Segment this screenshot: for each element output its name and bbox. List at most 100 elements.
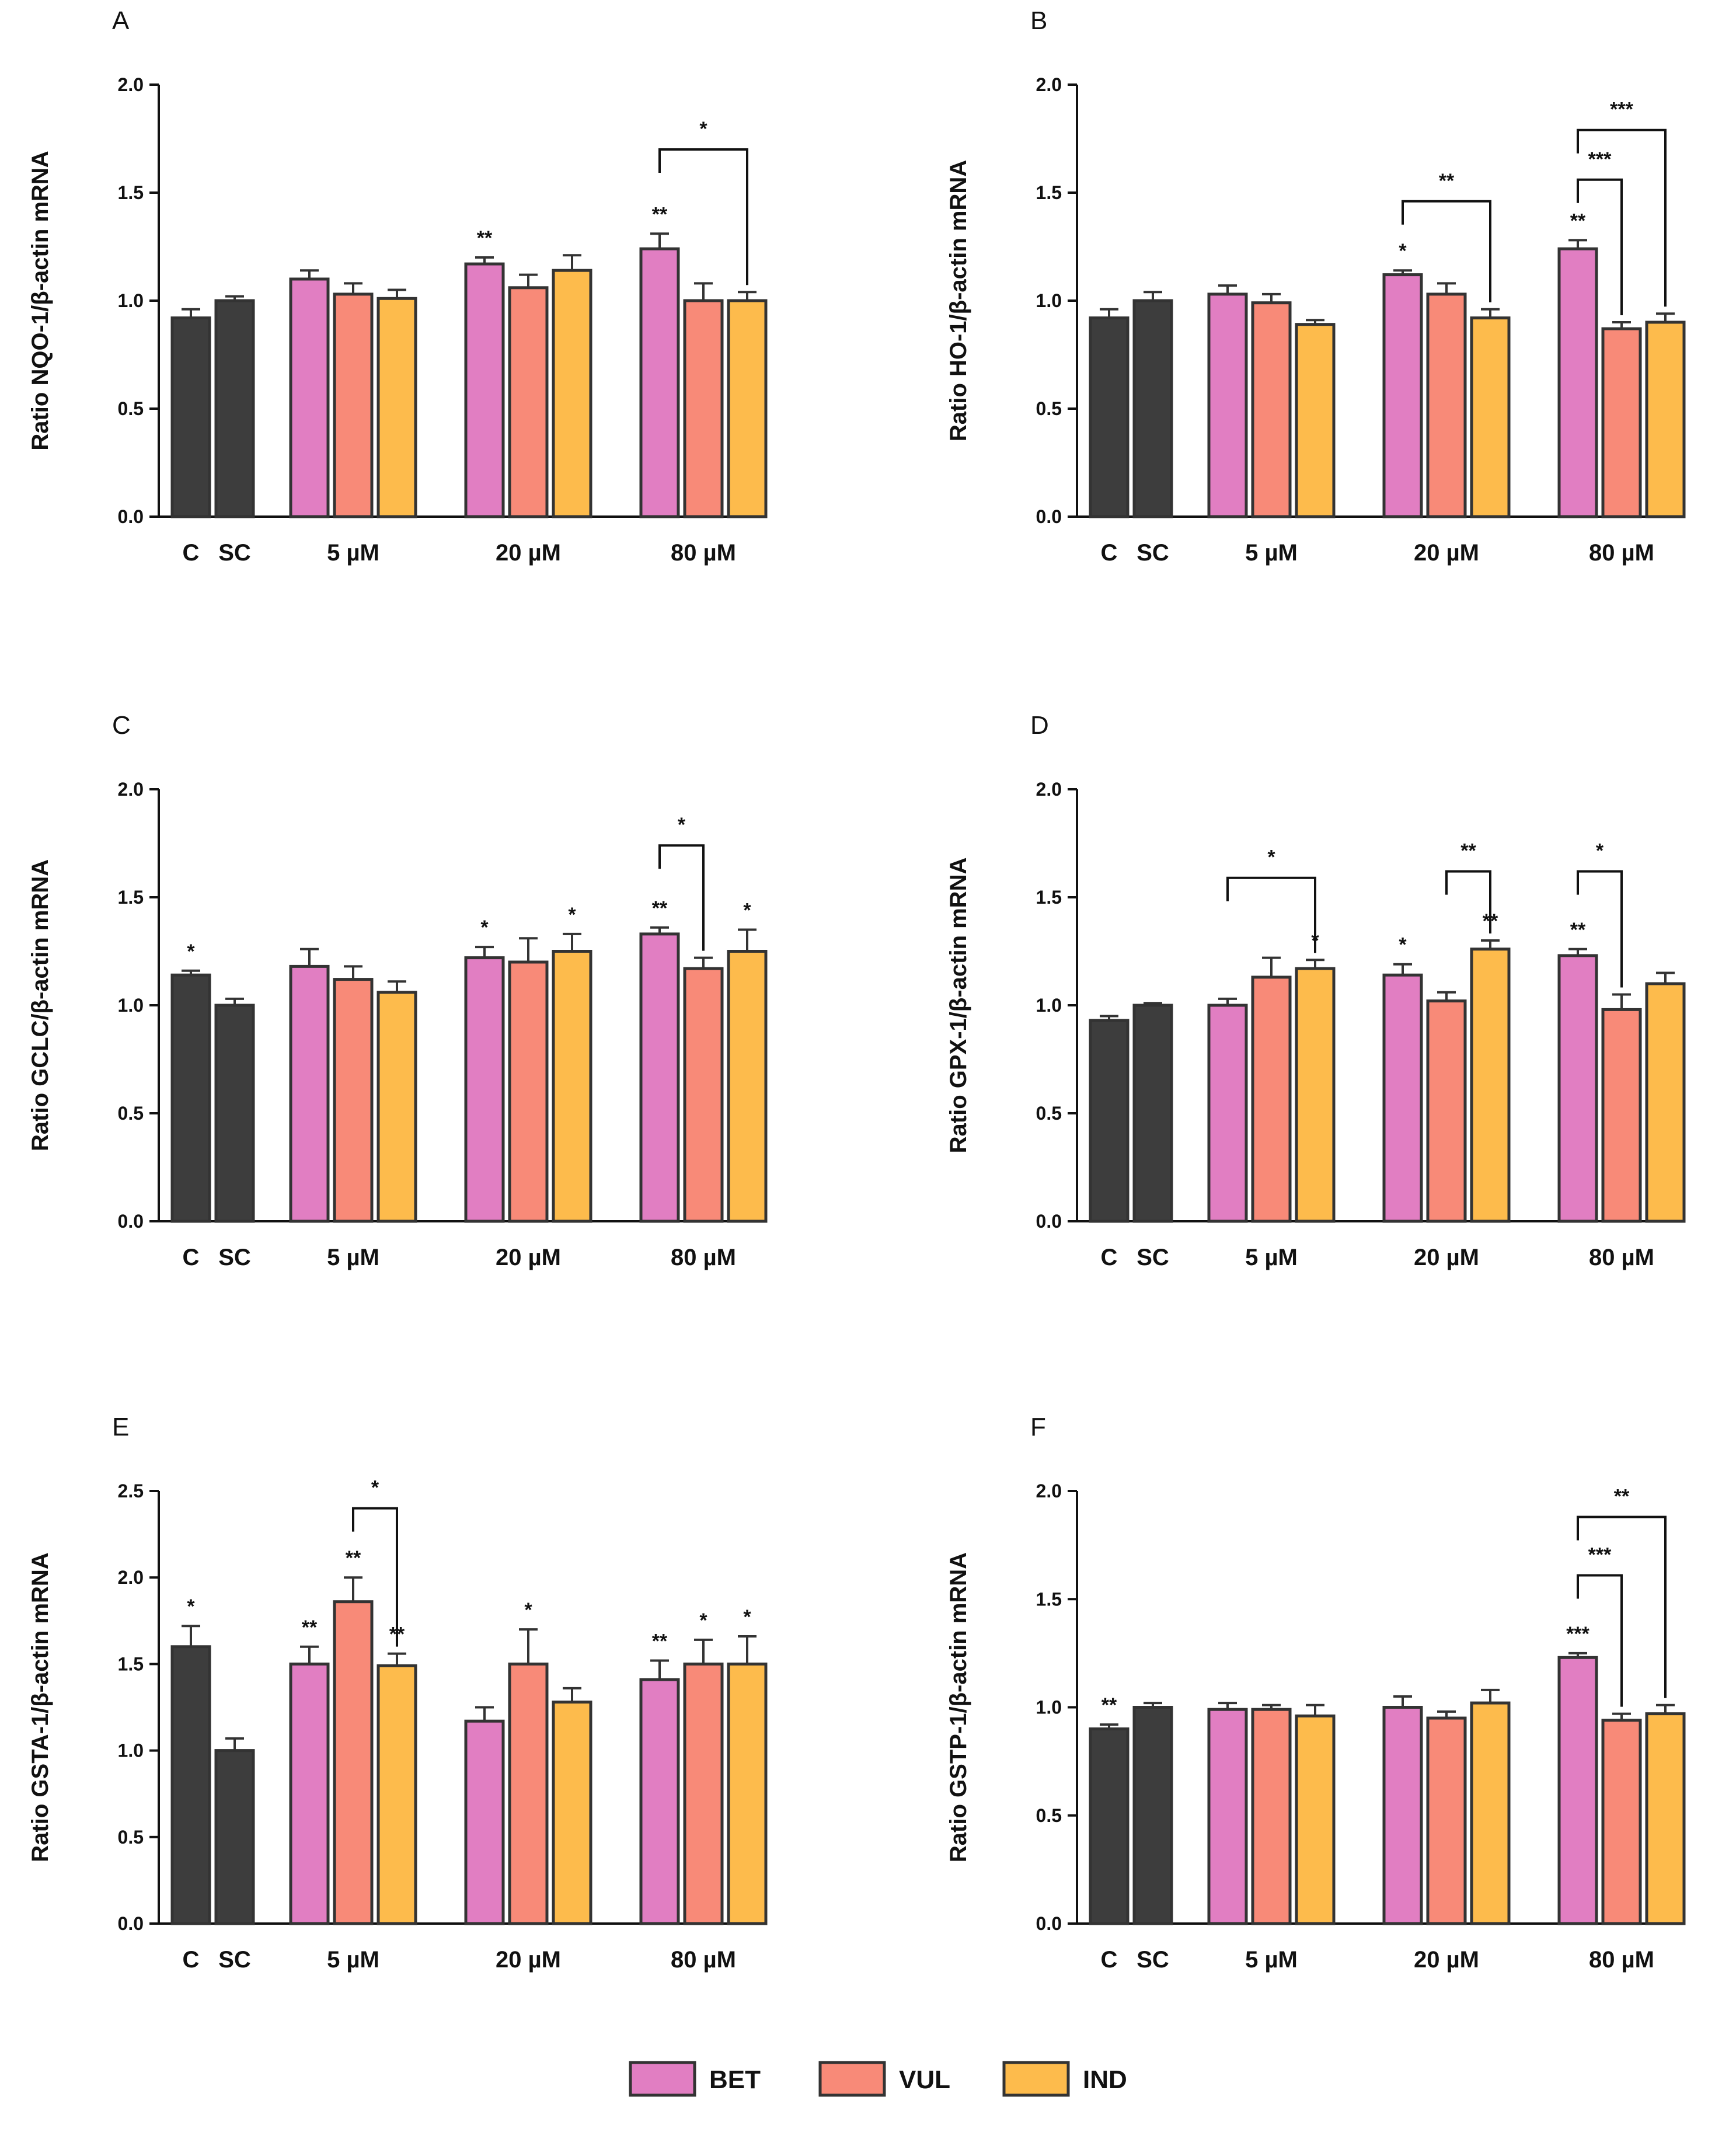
bar-BET bbox=[1557, 247, 1598, 518]
panel-letter: A bbox=[112, 6, 130, 35]
bar-BET bbox=[1382, 1706, 1423, 1925]
comparison-bracket bbox=[1402, 200, 1491, 302]
bracket-significance-label: *** bbox=[1588, 148, 1612, 170]
y-axis-label: Ratio GSTP-1/β-actin mRNA bbox=[946, 1552, 971, 1862]
bar-control bbox=[1089, 1019, 1130, 1223]
bar-control bbox=[1132, 1706, 1173, 1925]
bracket-significance-label: *** bbox=[1610, 99, 1633, 121]
bar-BET bbox=[289, 277, 330, 518]
significance-label: * bbox=[187, 1595, 195, 1618]
x-category-label: 20 µM bbox=[1414, 1947, 1479, 1973]
comparison-bracket bbox=[1577, 1516, 1667, 1698]
panel-F: F Ratio GSTP-1/β-actin mRNA 0.0 0.5 1.0 1.5 2.… bbox=[946, 1413, 1686, 1973]
x-category-label: 5 µM bbox=[327, 540, 379, 566]
comparison-bracket bbox=[352, 1507, 398, 1647]
x-category-label: SC bbox=[218, 1245, 251, 1270]
y-tick-label: 2.0 bbox=[1036, 74, 1062, 95]
x-category-label: 5 µM bbox=[327, 1245, 379, 1270]
panel-letter: D bbox=[1030, 711, 1049, 740]
bar-VUL bbox=[683, 967, 724, 1223]
x-category-label: 80 µM bbox=[671, 540, 736, 566]
bar-IND bbox=[1470, 947, 1511, 1223]
panel-letter: E bbox=[112, 1413, 129, 1441]
y-tick-label: 1.5 bbox=[1036, 887, 1062, 908]
x-category-label: C bbox=[1101, 1947, 1118, 1973]
bar-IND bbox=[727, 1662, 768, 1925]
y-tick-label: 1.5 bbox=[1036, 1588, 1062, 1609]
y-tick-label: 2.0 bbox=[118, 1567, 144, 1588]
x-category-label: 20 µM bbox=[1414, 1245, 1479, 1270]
x-category-label: 5 µM bbox=[327, 1947, 379, 1973]
bar-VUL bbox=[1601, 1008, 1642, 1223]
bar-VUL bbox=[1251, 301, 1292, 518]
significance-label: ** bbox=[477, 227, 493, 249]
y-tick-label: 2.5 bbox=[118, 1480, 144, 1501]
bar-VUL bbox=[508, 286, 549, 518]
bracket-significance-label: * bbox=[1267, 846, 1275, 869]
y-tick-label: 2.0 bbox=[118, 74, 144, 95]
bar-control bbox=[170, 1645, 211, 1925]
significance-label: *** bbox=[1566, 1623, 1589, 1645]
significance-label: * bbox=[1399, 240, 1407, 262]
bracket-significance-label: ** bbox=[1460, 840, 1476, 862]
bar-control bbox=[214, 299, 255, 518]
y-tick-label: 1.5 bbox=[118, 887, 144, 908]
significance-label: ** bbox=[346, 1547, 361, 1569]
panels: A Ratio NQO-1/β-actin mRNA 0.0 0.5 1.0 1.5 2.0… bbox=[27, 6, 1686, 1973]
panel-D: D Ratio GPX-1/β-actin mRNA 0.0 0.5 1.0 1.5 2.0… bbox=[946, 711, 1686, 1270]
y-tick-label: 1.0 bbox=[118, 290, 144, 311]
bar-IND bbox=[1645, 320, 1686, 518]
legend: BET VUL IND bbox=[629, 2061, 1127, 2097]
bar-BET bbox=[464, 262, 505, 518]
x-category-label: 20 µM bbox=[496, 540, 561, 566]
bar-IND bbox=[552, 950, 592, 1223]
bar-VUL bbox=[508, 1662, 549, 1925]
bar-BET bbox=[464, 956, 505, 1223]
bar-BET bbox=[639, 247, 680, 518]
y-tick-label: 0.0 bbox=[118, 1913, 144, 1934]
significance-label: ** bbox=[652, 1630, 668, 1652]
panel-letter: C bbox=[112, 711, 131, 740]
x-category-label: C bbox=[183, 540, 200, 566]
x-category-label: 80 µM bbox=[671, 1245, 736, 1270]
bar-VUL bbox=[333, 292, 374, 518]
significance-label: ** bbox=[302, 1617, 318, 1639]
bar-VUL bbox=[333, 978, 374, 1223]
legend-swatch-VUL bbox=[818, 2061, 886, 2097]
bar-BET bbox=[639, 932, 680, 1223]
y-tick-label: 1.0 bbox=[118, 1740, 144, 1761]
bar-VUL bbox=[1426, 1716, 1467, 1925]
y-tick-label: 0.5 bbox=[1036, 398, 1062, 419]
bar-IND bbox=[1295, 1714, 1336, 1925]
bar-BET bbox=[464, 1719, 505, 1925]
bar-control bbox=[1089, 1727, 1130, 1925]
y-tick-label: 0.5 bbox=[1036, 1805, 1062, 1826]
x-category-label: 20 µM bbox=[1414, 540, 1479, 566]
bar-VUL bbox=[1251, 1708, 1292, 1925]
bar-BET bbox=[639, 1678, 680, 1925]
y-tick-label: 0.5 bbox=[118, 1827, 144, 1848]
bar-BET bbox=[289, 1662, 330, 1925]
bar-VUL bbox=[1426, 999, 1467, 1223]
x-category-label: 80 µM bbox=[1589, 1947, 1654, 1973]
bar-IND bbox=[1295, 323, 1336, 518]
bar-VUL bbox=[683, 299, 724, 518]
y-axis-label: Ratio HO-1/β-actin mRNA bbox=[946, 160, 971, 441]
bar-IND bbox=[727, 950, 768, 1223]
x-category-label: 5 µM bbox=[1245, 1245, 1298, 1270]
bar-IND bbox=[377, 297, 417, 518]
bar-IND bbox=[552, 1701, 592, 1925]
comparison-bracket bbox=[1577, 128, 1667, 307]
y-tick-label: 1.0 bbox=[118, 995, 144, 1016]
y-axis-label: Ratio GSTA-1/β-actin mRNA bbox=[27, 1552, 53, 1862]
comparison-bracket bbox=[1445, 870, 1491, 933]
bar-control bbox=[170, 316, 211, 518]
x-category-label: SC bbox=[1137, 1947, 1169, 1973]
significance-label: * bbox=[568, 904, 576, 926]
y-tick-label: 0.5 bbox=[118, 1103, 144, 1124]
y-tick-label: 2.0 bbox=[118, 779, 144, 800]
significance-label: ** bbox=[652, 897, 668, 919]
panel-C: C Ratio GCLC/β-actin mRNA 0.0 0.5 1.0 1.5 2.0 *… bbox=[27, 711, 768, 1270]
bar-VUL bbox=[1601, 1719, 1642, 1925]
bar-BET bbox=[1382, 273, 1423, 518]
